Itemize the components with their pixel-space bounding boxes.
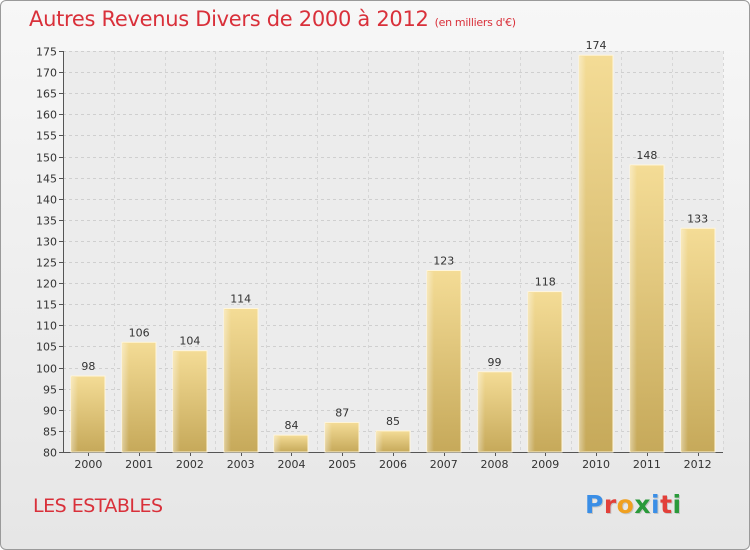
x-tick-label: 2002 bbox=[176, 458, 204, 471]
bar-highlight bbox=[377, 431, 383, 451]
bar-value-label: 118 bbox=[535, 276, 556, 289]
chart-title: Autres Revenus Divers de 2000 à 2012 (en … bbox=[29, 7, 516, 31]
chart-title-text: Autres Revenus Divers de 2000 à 2012 bbox=[29, 7, 429, 31]
x-tick-label: 2008 bbox=[481, 458, 509, 471]
chart-subtitle: (en milliers d'€) bbox=[434, 16, 516, 29]
x-tick-label: 2012 bbox=[684, 458, 712, 471]
y-tick-label: 110 bbox=[36, 320, 57, 333]
bar-value-label: 87 bbox=[335, 406, 349, 419]
bar-value-label: 106 bbox=[129, 326, 150, 339]
x-tick-label: 2001 bbox=[125, 458, 153, 471]
bar-value-label: 84 bbox=[284, 419, 298, 432]
y-tick-label: 80 bbox=[43, 447, 57, 460]
bar-2006 bbox=[375, 430, 411, 453]
bar-highlight bbox=[682, 229, 688, 451]
x-tick-label: 2011 bbox=[633, 458, 661, 471]
y-tick-label: 105 bbox=[36, 341, 57, 354]
bar-highlight bbox=[275, 436, 281, 451]
logo-letter: P bbox=[585, 490, 604, 519]
bar-value-label: 99 bbox=[488, 356, 502, 369]
y-tick-label: 125 bbox=[36, 257, 57, 270]
bar-highlight bbox=[631, 165, 637, 451]
y-tick-label: 175 bbox=[36, 46, 57, 59]
labels: 80 85 90 95 100 105 110 115 120 125 130 135 140 145 15… bbox=[36, 39, 712, 471]
logo-letter: i bbox=[672, 490, 682, 519]
logo-letter: t bbox=[660, 490, 673, 519]
y-tick-label: 165 bbox=[36, 88, 57, 101]
bar-highlight bbox=[326, 423, 332, 451]
bar-highlight bbox=[580, 56, 586, 451]
logo-letter: i bbox=[651, 490, 661, 519]
y-tick-label: 145 bbox=[36, 173, 57, 186]
place-name: LES ESTABLES bbox=[33, 495, 163, 517]
bar-value-label: 174 bbox=[586, 39, 607, 52]
logo-letter: x bbox=[634, 490, 651, 519]
bar-value-label: 123 bbox=[433, 254, 454, 267]
bar-value-label: 133 bbox=[687, 212, 708, 225]
y-tick-label: 115 bbox=[36, 299, 57, 312]
bar-highlight bbox=[225, 309, 231, 451]
bar-highlight bbox=[479, 372, 485, 451]
bar-highlight bbox=[123, 343, 129, 451]
bar-value-label: 148 bbox=[636, 149, 657, 162]
y-tick-label: 155 bbox=[36, 130, 57, 143]
x-tick-label: 2006 bbox=[379, 458, 407, 471]
x-tick-label: 2009 bbox=[531, 458, 559, 471]
y-tick-label: 85 bbox=[43, 426, 57, 439]
x-tick-label: 2007 bbox=[430, 458, 458, 471]
y-tick-label: 170 bbox=[36, 67, 57, 80]
x-tick-label: 2000 bbox=[74, 458, 102, 471]
plot-area bbox=[63, 51, 723, 452]
y-tick-label: 100 bbox=[36, 363, 57, 376]
bar-highlight bbox=[529, 292, 535, 451]
bar-value-label: 85 bbox=[386, 415, 400, 428]
bar-highlight bbox=[174, 351, 180, 451]
bar-value-label: 104 bbox=[179, 335, 200, 348]
bar-highlight bbox=[72, 377, 78, 451]
y-tick-label: 90 bbox=[43, 405, 57, 418]
y-tick-label: 130 bbox=[36, 236, 57, 249]
x-tick-label: 2005 bbox=[328, 458, 356, 471]
bars bbox=[70, 54, 716, 453]
y-tick-label: 140 bbox=[36, 194, 57, 207]
bar-2004 bbox=[273, 434, 309, 453]
y-tick-label: 120 bbox=[36, 278, 57, 291]
y-tick-label: 135 bbox=[36, 215, 57, 228]
bar-highlight bbox=[428, 271, 434, 451]
x-tick-label: 2004 bbox=[277, 458, 305, 471]
proxiti-logo: Proxiti bbox=[585, 490, 682, 519]
x-tick-label: 2010 bbox=[582, 458, 610, 471]
bar-value-label: 114 bbox=[230, 292, 251, 305]
y-tick-label: 150 bbox=[36, 152, 57, 165]
y-tick-label: 95 bbox=[43, 384, 57, 397]
grid-lines bbox=[63, 51, 724, 453]
x-tick-label: 2003 bbox=[227, 458, 255, 471]
logo-letter: o bbox=[616, 490, 635, 519]
y-tick-label: 160 bbox=[36, 109, 57, 122]
logo-letter: r bbox=[603, 490, 617, 519]
bar-value-label: 98 bbox=[81, 360, 95, 373]
